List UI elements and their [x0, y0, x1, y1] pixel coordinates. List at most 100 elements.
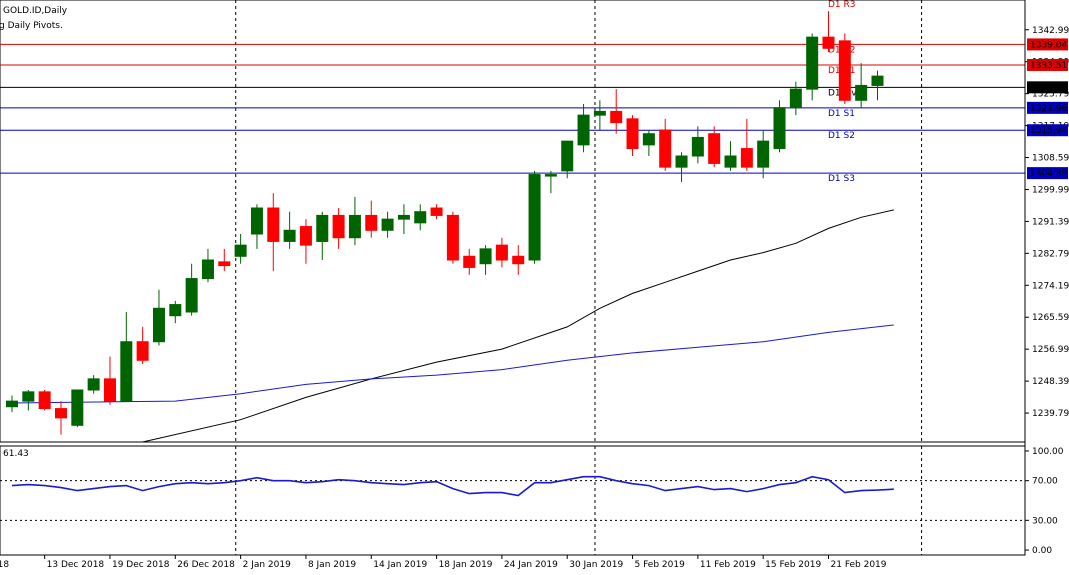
candle-body — [561, 140, 574, 172]
x-tick-label: 19 Dec 2018 — [112, 560, 170, 570]
candle-body — [740, 148, 753, 168]
price-tag — [1027, 101, 1068, 114]
price-tag-label: 1327.49 — [1030, 83, 1067, 93]
oscillator-line — [11, 475, 894, 497]
candle-body — [185, 278, 198, 313]
candle-body — [838, 40, 851, 101]
candle-body — [348, 214, 361, 239]
candle-body — [234, 244, 247, 257]
candle-body — [54, 408, 67, 419]
y-tick-label: 1248.39 — [1032, 377, 1069, 387]
oscillator-y-tick-label: 70.00 — [1032, 477, 1058, 487]
oscillator-value: 61.43 — [3, 449, 29, 459]
price-tag — [1027, 38, 1068, 51]
candle-body — [267, 207, 280, 242]
candle-body — [316, 214, 329, 242]
candle-body — [642, 133, 655, 146]
candle-body — [430, 207, 443, 216]
moving-average-line — [142, 209, 894, 443]
pivot-label: D1 R3 — [828, 0, 856, 10]
y-tick-label: 1291.39 — [1032, 217, 1069, 227]
candle-body — [610, 110, 623, 124]
oscillator-y-tick-label: 30.00 — [1032, 516, 1058, 526]
x-tick-label: 15 Feb 2019 — [765, 560, 821, 570]
time-axis: 18 13 Dec 2018 19 Dec 2018 26 Dec 2018 2 Jan… — [0, 555, 887, 570]
moving-averages — [11, 209, 894, 443]
candles — [6, 11, 884, 435]
candle-body — [120, 341, 133, 402]
candle-body — [22, 391, 35, 402]
candle-body — [201, 259, 214, 280]
x-tick-label: 18 Jan 2019 — [439, 560, 493, 570]
oscillator-y-tick-label: 100.00 — [1032, 447, 1064, 457]
candle-body — [806, 36, 819, 90]
candle-body — [593, 110, 606, 116]
candle-body — [152, 307, 165, 343]
y-tick-label: 1239.79 — [1032, 409, 1069, 419]
candle-body — [38, 391, 51, 410]
candle-body — [724, 155, 737, 168]
y-tick-label: 1342.99 — [1032, 26, 1069, 36]
price-tag — [1027, 167, 1068, 180]
price-tag-label: 1321.96 — [1030, 104, 1067, 114]
candle-body — [103, 378, 116, 402]
y-tick-label: 1299.99 — [1032, 185, 1069, 195]
candle-body — [577, 114, 590, 146]
pivot-label: D1 S1 — [828, 109, 855, 119]
x-tick-label: 2 Jan 2019 — [243, 560, 291, 570]
candle-body — [822, 36, 835, 49]
candle-body — [332, 214, 345, 239]
candle-body — [675, 155, 688, 168]
candle-body — [691, 136, 704, 157]
candle-body — [708, 133, 721, 164]
candle-body — [6, 400, 18, 408]
x-tick-label: 24 Jan 2019 — [504, 560, 558, 570]
candle-body — [414, 211, 427, 224]
candle-body — [87, 378, 100, 391]
candle-body — [169, 304, 182, 317]
price-tags: 1339.04 1333.51 1327.49 1321.96 1315.94 1304.… — [1027, 38, 1068, 180]
price-tag-label: 1333.51 — [1030, 61, 1067, 71]
x-tick-label: 30 Jan 2019 — [569, 560, 623, 570]
price-tag-label: 1339.04 — [1030, 40, 1067, 50]
oscillator-pane: 0.00 30.00 70.00 100.00 — [0, 447, 1064, 556]
candle-body — [528, 174, 541, 261]
y-tick-label: 1265.59 — [1032, 313, 1069, 323]
candle-body — [463, 255, 476, 268]
candle-body — [626, 118, 639, 150]
x-tick-label: 5 Feb 2019 — [635, 560, 686, 570]
pivot-label: D1 S2 — [828, 131, 855, 141]
oscillator-y-tick-label: 0.00 — [1032, 546, 1052, 556]
candle-body — [381, 218, 394, 231]
candle-body — [136, 341, 149, 361]
candle-body — [299, 226, 312, 246]
candle-body — [397, 214, 410, 220]
price-tag — [1027, 58, 1068, 71]
x-tick-label: 21 Feb 2019 — [831, 560, 887, 570]
price-tag-label: 1304.39 — [1030, 169, 1067, 179]
indicator-title: g Daily Pivots. — [0, 21, 63, 31]
candle-body — [512, 255, 525, 265]
price-tag — [1027, 81, 1068, 94]
candle-body — [71, 389, 84, 426]
candle-body — [773, 107, 786, 150]
pivot-label: D1 S3 — [828, 174, 855, 184]
candle-body — [855, 84, 868, 101]
price-tag-label: 1315.94 — [1030, 126, 1067, 136]
candle-body — [283, 229, 296, 242]
candle-body — [757, 140, 770, 168]
x-tick-label: 13 Dec 2018 — [47, 560, 105, 570]
candle-body — [789, 88, 802, 109]
candle-body — [250, 207, 263, 235]
candle-body — [446, 214, 459, 261]
y-tick-label: 1308.59 — [1032, 154, 1069, 164]
y-tick-label: 1282.79 — [1032, 249, 1069, 259]
price-tag — [1027, 124, 1068, 137]
x-tick-label: 8 Jan 2019 — [308, 560, 356, 570]
x-tick-label: 18 — [0, 560, 9, 570]
x-tick-label: 11 Feb 2019 — [700, 560, 756, 570]
moving-average-line — [11, 324, 894, 404]
x-tick-label: 26 Dec 2018 — [177, 560, 235, 570]
